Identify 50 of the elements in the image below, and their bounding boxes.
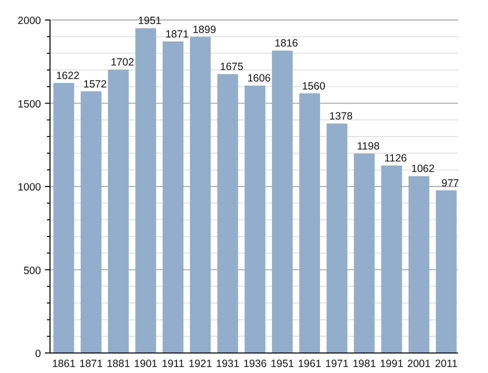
data-label: 1675 — [220, 61, 244, 74]
data-label: 1198 — [356, 140, 380, 153]
x-tick-label: 1991 — [380, 358, 404, 370]
data-label: 1899 — [192, 24, 216, 36]
bar — [162, 41, 184, 353]
x-tick-label: 1936 — [243, 358, 267, 370]
bar — [190, 36, 211, 353]
x-tick-label: 2011 — [434, 358, 458, 370]
y-tick-label: 1500 — [18, 98, 42, 110]
bar — [436, 190, 457, 353]
y-tick-label: 500 — [23, 264, 42, 277]
data-label: 1560 — [302, 80, 326, 92]
bar — [408, 176, 430, 353]
data-label: 977 — [441, 177, 460, 190]
data-label: 1378 — [329, 110, 353, 123]
x-tick-label: 1931 — [216, 358, 240, 370]
bar — [326, 124, 348, 353]
x-tick-label: 2001 — [407, 358, 431, 370]
y-tick-label: 2000 — [18, 15, 42, 27]
y-tick-label: 0 — [35, 348, 42, 360]
bar — [217, 74, 238, 353]
data-label: 1622 — [56, 70, 80, 82]
x-tick-label: 1971 — [325, 358, 349, 370]
y-tick-label: 1000 — [18, 182, 42, 194]
x-tick-label: 1911 — [162, 358, 184, 370]
bar — [244, 86, 266, 353]
x-tick-label: 1881 — [106, 358, 130, 370]
data-label: 1702 — [110, 56, 134, 69]
data-label: 1572 — [83, 78, 107, 90]
x-tick-label: 1901 — [134, 358, 158, 370]
data-label: 1871 — [165, 28, 189, 40]
x-tick-label: 1951 — [270, 358, 294, 370]
x-tick-label: 1961 — [298, 358, 322, 370]
data-label: 1951 — [138, 15, 162, 28]
data-label: 1126 — [384, 152, 408, 165]
bar — [53, 82, 74, 353]
bar — [135, 28, 156, 353]
bar — [80, 91, 102, 353]
x-tick-label: 1871 — [79, 358, 103, 370]
bar — [299, 93, 320, 353]
bar — [354, 154, 375, 353]
data-label: 1606 — [247, 72, 271, 85]
x-tick-label: 1861 — [52, 358, 76, 370]
bar — [272, 50, 293, 353]
x-tick-label: 1981 — [352, 358, 376, 370]
bar — [381, 166, 402, 353]
x-tick-label: 1921 — [188, 358, 212, 370]
bar — [108, 70, 129, 353]
data-label: 1062 — [411, 163, 435, 176]
data-label: 1816 — [274, 38, 298, 50]
